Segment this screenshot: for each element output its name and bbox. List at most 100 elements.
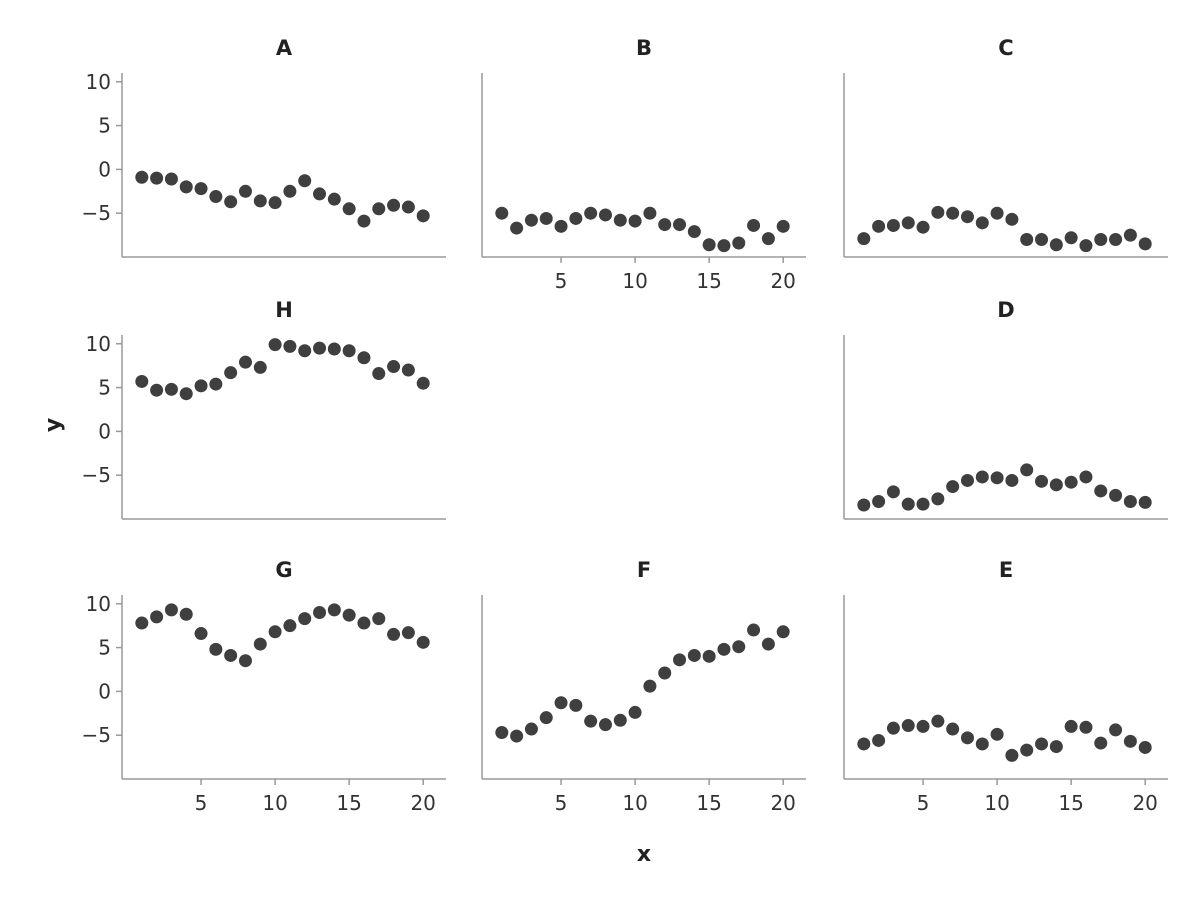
panel-c-point-9	[975, 216, 989, 230]
panel-h-point-15	[342, 344, 356, 358]
panel-h-point-17	[372, 367, 386, 381]
panel-e-point-12	[1020, 743, 1034, 757]
panel-a-point-4	[179, 180, 193, 194]
panel-h-point-7	[224, 366, 238, 380]
panel-d-point-13	[1035, 474, 1049, 488]
panel-h-point-10	[268, 338, 282, 352]
panel-h-point-4	[179, 387, 193, 401]
panel-a-y-tick-label-10: 10	[86, 70, 111, 94]
panel-d-point-10	[990, 471, 1004, 485]
panel-e-point-7	[946, 722, 960, 736]
panel-h-point-16	[357, 351, 371, 365]
panel-b-point-18	[747, 218, 761, 232]
panel-a-y-tick-label-0: 0	[98, 157, 111, 181]
panel-a-point-9	[253, 194, 267, 208]
panel-c-point-17	[1094, 232, 1108, 246]
panel-e-point-15	[1064, 719, 1078, 733]
panel-d-point-4	[901, 497, 915, 511]
panel-a-point-18	[387, 198, 401, 212]
panel-g-point-10	[268, 625, 282, 639]
panel-e-point-16	[1079, 720, 1093, 734]
panel-d-point-11	[1005, 473, 1019, 487]
panel-g-point-19	[401, 626, 415, 640]
panel-d-point-7	[946, 480, 960, 494]
panel-a-point-20	[416, 209, 430, 223]
panel-a-point-17	[372, 202, 386, 216]
panel-b-point-20	[776, 219, 790, 233]
panel-a-y-tick-label-5: 5	[98, 114, 111, 138]
panel-d-point-12	[1020, 463, 1034, 477]
panel-c-title: C	[998, 36, 1013, 60]
panel-f-point-9	[613, 713, 627, 727]
panel-c-point-11	[1005, 212, 1019, 226]
panel-c-point-5	[916, 220, 930, 234]
panel-c-point-8	[960, 210, 974, 224]
panel-a-point-7	[224, 195, 238, 209]
panel-f-point-13	[673, 653, 687, 667]
panel-d-point-20	[1138, 495, 1152, 509]
panel-d-point-2	[872, 494, 886, 508]
panel-a-point-12	[298, 174, 312, 188]
panel-f-point-20	[776, 625, 790, 639]
panel-a-point-19	[401, 200, 415, 214]
panel-g-point-1	[135, 616, 149, 630]
panel-g-point-17	[372, 612, 386, 626]
panel-f-point-16	[717, 642, 731, 656]
panel-a-y-tick-label--5: −5	[82, 201, 111, 225]
panel-g-x-tick-label-5: 5	[195, 791, 208, 815]
panel-e-point-5	[916, 719, 930, 733]
panel-f-title: F	[637, 558, 651, 582]
panel-f-point-12	[658, 666, 672, 680]
panel-g-y-tick-label-10: 10	[86, 592, 111, 616]
panel-d-point-3	[886, 485, 900, 499]
panel-c-point-4	[901, 216, 915, 230]
panel-h-y-tick-label--5: −5	[82, 463, 111, 487]
panel-d-point-14	[1049, 478, 1063, 492]
panel-b-title: B	[636, 36, 652, 60]
panel-a-point-8	[238, 184, 252, 198]
panel-a-point-6	[209, 190, 223, 204]
panel-c-point-18	[1109, 232, 1123, 246]
panel-e-point-8	[960, 731, 974, 745]
panel-g-point-3	[164, 603, 178, 617]
panel-b-point-2	[510, 221, 524, 235]
panel-f-point-3	[524, 722, 538, 736]
panel-b-x-tick-label-20: 20	[770, 269, 795, 293]
panel-d-point-5	[916, 497, 930, 511]
panel-h-point-6	[209, 377, 223, 391]
panel-g-point-16	[357, 616, 371, 630]
x-axis-title: x	[637, 842, 651, 867]
panel-d-point-6	[931, 492, 945, 506]
panel-e-point-6	[931, 714, 945, 728]
panel-h-point-8	[238, 355, 252, 369]
panel-c-point-13	[1035, 232, 1049, 246]
panel-b-point-5	[554, 219, 568, 233]
panel-d-point-9	[975, 470, 989, 484]
panel-f-point-5	[554, 696, 568, 710]
panel-a-point-11	[283, 184, 297, 198]
panel-h-title: H	[275, 298, 293, 322]
panel-e-point-20	[1138, 740, 1152, 754]
panel-g-point-20	[416, 635, 430, 649]
panel-h-point-12	[298, 344, 312, 358]
panel-b-x-tick-label-10: 10	[622, 269, 647, 293]
panel-e-point-9	[975, 737, 989, 751]
panel-e-point-3	[886, 721, 900, 735]
panel-f-x-tick-label-10: 10	[622, 791, 647, 815]
panel-g-point-9	[253, 637, 267, 651]
panel-h-point-13	[313, 341, 327, 355]
panel-f-point-15	[702, 649, 716, 663]
panel-b-point-14	[687, 225, 701, 239]
panel-d-point-1	[857, 498, 871, 512]
panel-h-point-11	[283, 339, 297, 353]
panel-g-y-tick-label--5: −5	[82, 723, 111, 747]
panel-e-point-14	[1049, 740, 1063, 754]
panel-d-point-16	[1079, 470, 1093, 484]
panel-d-point-18	[1109, 488, 1123, 502]
panel-g-point-5	[194, 627, 208, 641]
panel-b-x-tick-label-15: 15	[696, 269, 721, 293]
panel-h-point-1	[135, 374, 149, 388]
panel-b-point-9	[613, 213, 627, 227]
panel-h-point-18	[387, 360, 401, 374]
